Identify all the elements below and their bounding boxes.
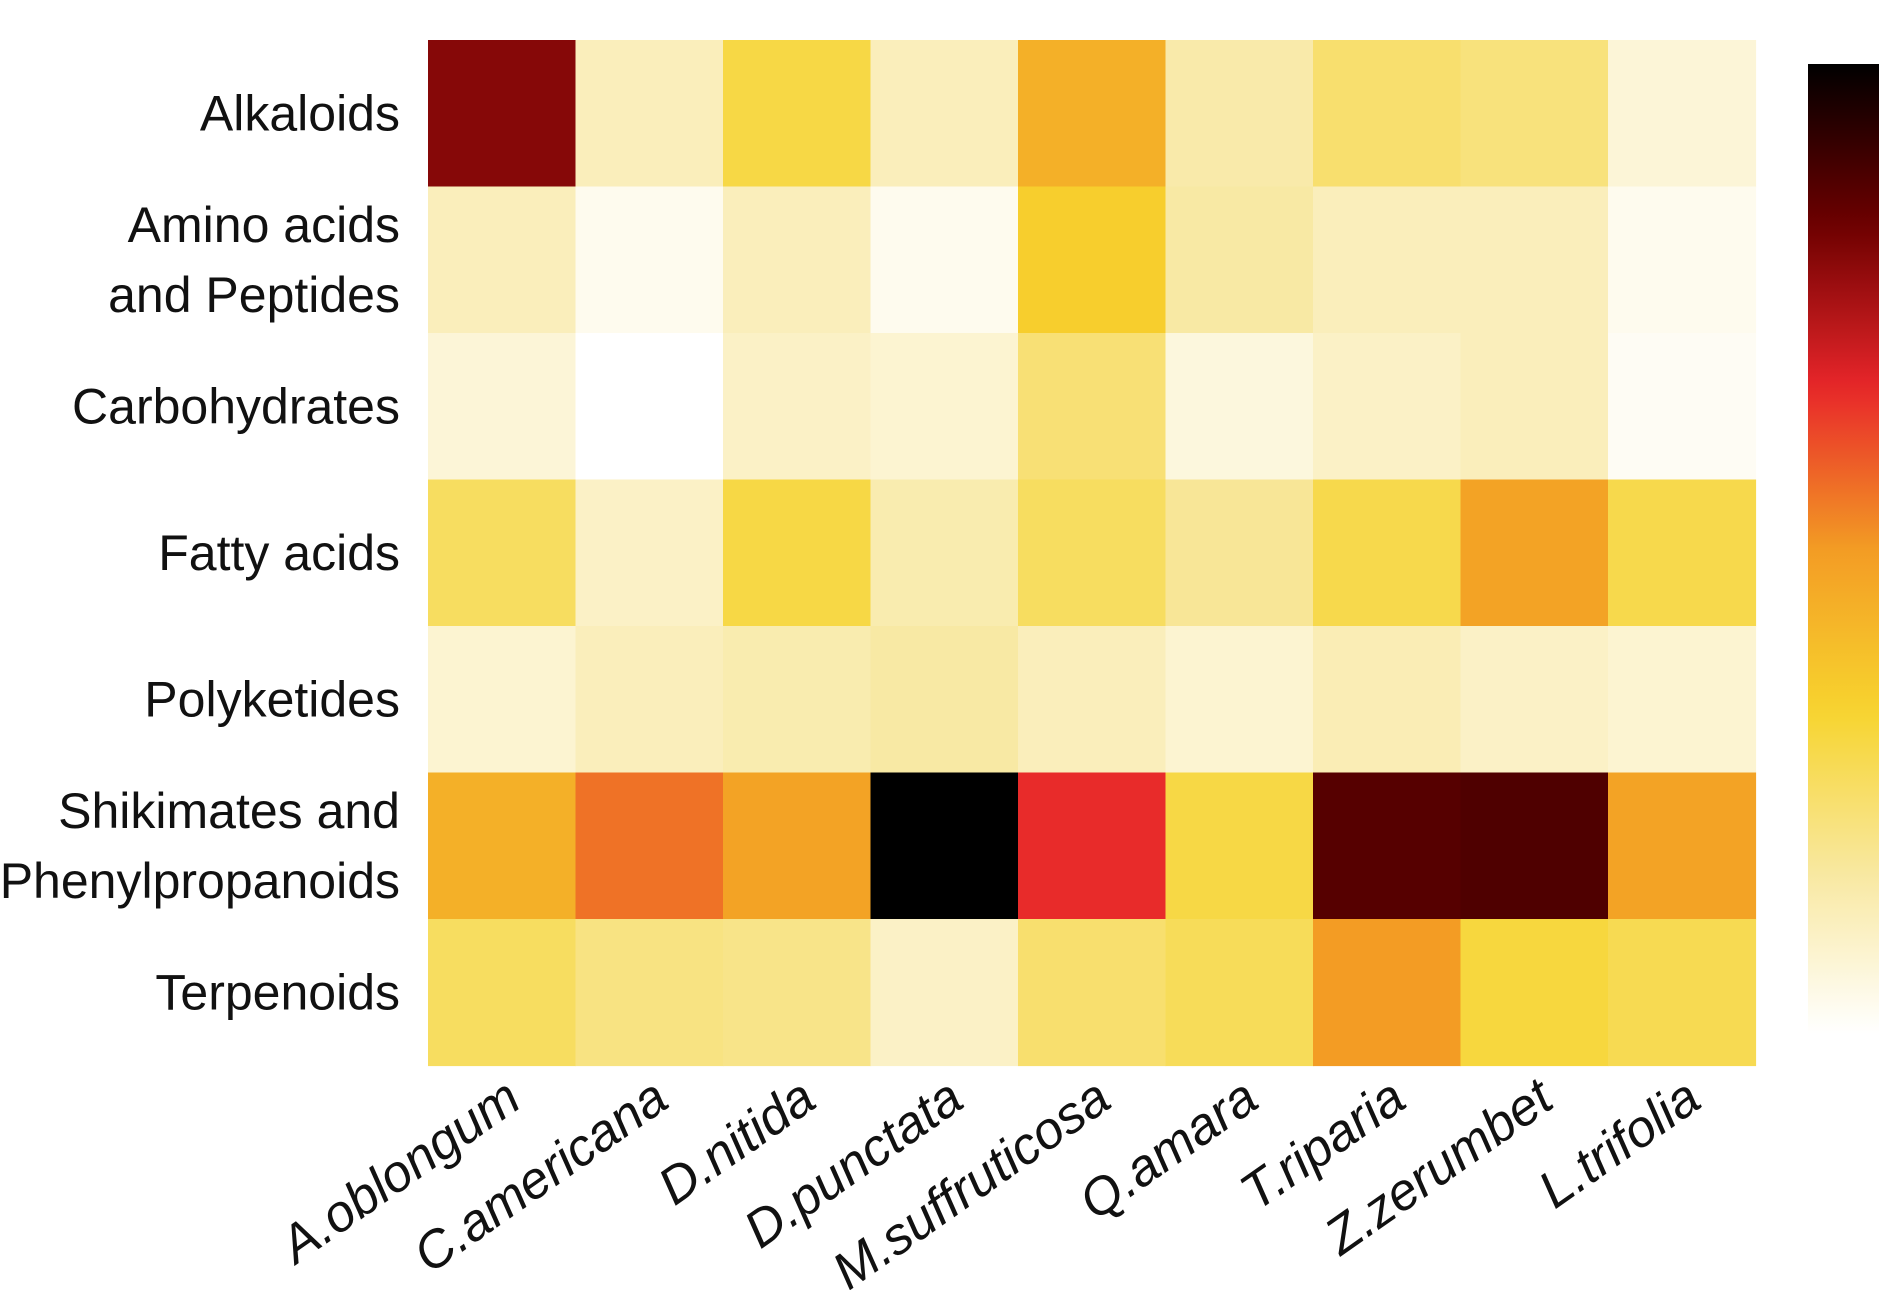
row-label: Fatty acids — [158, 525, 400, 581]
heatmap-cell — [723, 772, 872, 920]
heatmap-cell — [1460, 919, 1609, 1067]
heatmap-cell — [428, 772, 577, 920]
heatmap-cell — [1608, 772, 1757, 920]
column-labels: A.oblongumC.americanaD.nitidaD.punctataM… — [268, 1066, 1711, 1290]
heatmap-cell — [1165, 186, 1314, 334]
heatmap-cell — [870, 919, 1019, 1067]
colorbar — [1808, 64, 1879, 1034]
row-label: and Peptides — [108, 267, 400, 323]
heatmap-cell — [575, 479, 724, 627]
heatmap-cell — [723, 919, 872, 1067]
heatmap-cell — [723, 479, 872, 627]
heatmap-cell — [1165, 626, 1314, 774]
heatmap-cell — [1460, 479, 1609, 627]
heatmap-cell — [1608, 186, 1757, 334]
heatmap-cell — [575, 333, 724, 481]
heatmap-cell — [1460, 772, 1609, 920]
heatmap-cell — [428, 333, 577, 481]
heatmap-cell — [575, 186, 724, 334]
column-label: L.trifolia — [1528, 1068, 1710, 1220]
heatmap-cell — [1313, 479, 1462, 627]
heatmap-cell — [723, 333, 872, 481]
heatmap-cell — [1018, 919, 1167, 1067]
heatmap-cell — [1460, 40, 1609, 188]
heatmap-cell — [1313, 772, 1462, 920]
heatmap-cell — [1018, 186, 1167, 334]
row-labels: Alkaloids Amino acids and Peptides Carbohyd… — [0, 85, 400, 1020]
heatmap-cell — [428, 626, 577, 774]
heatmap-cells — [428, 40, 1757, 1067]
heatmap-cell — [1608, 626, 1757, 774]
heatmap-cell — [870, 333, 1019, 481]
heatmap-cell — [1018, 40, 1167, 188]
heatmap-cell — [723, 626, 872, 774]
row-label: Shikimates and — [58, 783, 400, 839]
heatmap-cell — [1460, 626, 1609, 774]
heatmap-cell — [1165, 333, 1314, 481]
heatmap-cell — [870, 626, 1019, 774]
heatmap-cell — [1313, 626, 1462, 774]
heatmap-cell — [428, 919, 577, 1067]
heatmap-cell — [723, 40, 872, 188]
heatmap-cell — [1608, 333, 1757, 481]
heatmap-cell — [870, 772, 1019, 920]
heatmap-cell — [575, 772, 724, 920]
heatmap-cell — [723, 186, 872, 334]
heatmap-cell — [428, 40, 577, 188]
row-label: Carbohydrates — [72, 378, 400, 434]
heatmap-cell — [1165, 919, 1314, 1067]
heatmap-cell — [1018, 626, 1167, 774]
heatmap-cell — [1460, 186, 1609, 334]
heatmap-cell — [1313, 333, 1462, 481]
heatmap-cell — [1313, 40, 1462, 188]
heatmap-cell — [1608, 479, 1757, 627]
heatmap-cell — [1608, 919, 1757, 1067]
heatmap-cell — [428, 186, 577, 334]
heatmap-cell — [1018, 772, 1167, 920]
heatmap-cell — [1608, 40, 1757, 188]
heatmap-cell — [870, 40, 1019, 188]
heatmap-cell — [870, 186, 1019, 334]
row-label: Phenylpropanoids — [0, 853, 400, 909]
row-label: Polyketides — [144, 671, 400, 727]
heatmap-cell — [1018, 479, 1167, 627]
row-label: Amino acids — [128, 197, 400, 253]
heatmap-cell — [1165, 772, 1314, 920]
heatmap-cell — [428, 479, 577, 627]
heatmap-cell — [870, 479, 1019, 627]
column-label: C.americana — [403, 1068, 678, 1285]
heatmap-cell — [1313, 919, 1462, 1067]
heatmap-cell — [1460, 333, 1609, 481]
heatmap-cell — [575, 40, 724, 188]
row-label: Terpenoids — [155, 964, 400, 1020]
heatmap-cell — [1313, 186, 1462, 334]
heatmap-cell — [575, 919, 724, 1067]
heatmap-cell — [1018, 333, 1167, 481]
heatmap-cell — [1165, 479, 1314, 627]
heatmap-cell — [1165, 40, 1314, 188]
heatmap-cell — [575, 626, 724, 774]
row-label: Alkaloids — [200, 85, 400, 141]
